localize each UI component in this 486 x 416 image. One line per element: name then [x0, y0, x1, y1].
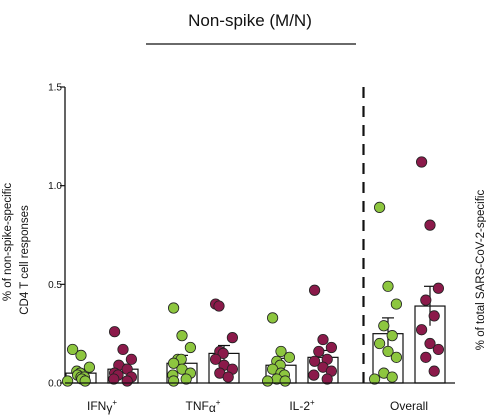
data-point-s0-c3-3	[378, 320, 390, 332]
y-axis-title-right: % of total SARS-CoV-2-specific	[475, 190, 486, 351]
y-tick-label-3: 1.5	[48, 83, 62, 94]
data-point-s0-c3-6	[382, 345, 394, 358]
plot-area: 0.0 0.5 1.0 1.5 IFNγ+ TNFα+ IL-2+ Overall	[48, 83, 455, 415]
data-point-s0-c2-2	[283, 351, 295, 363]
y-tick-label-0: 0.0	[48, 379, 62, 390]
data-point-s0-c1-0	[168, 302, 180, 314]
y-axis-title: CD4 T cell responses	[19, 205, 31, 315]
data-point-s0-c0-1	[75, 349, 87, 361]
data-point-s0-c1-1	[176, 330, 188, 342]
data-point-s0-c3-0	[373, 201, 386, 213]
data-point-s1-c0-0	[109, 326, 121, 338]
data-point-s0-c2-0	[266, 312, 279, 324]
data-point-s1-c3-8	[420, 351, 432, 363]
data-point-s1-c3-9	[428, 365, 440, 377]
data-point-s0-c2-10	[261, 375, 274, 387]
data-point-s0-c0-10	[61, 375, 74, 387]
data-point-s0-c0-9	[79, 375, 91, 387]
data-point-s1-c3-5	[415, 324, 428, 336]
data-point-s0-c1-9	[180, 373, 192, 385]
data-point-s1-c3-7	[432, 343, 444, 356]
data-point-s1-c3-6	[424, 337, 436, 350]
y-tick-label-2: 1.0	[48, 181, 62, 192]
y-tick-label-1: 0.5	[48, 280, 62, 291]
x-category-label-1: TNFα+	[186, 398, 221, 415]
data-point-s1-c2-8	[308, 369, 320, 381]
data-point-s1-c1-9	[222, 371, 234, 383]
data-point-s1-c3-4	[428, 310, 440, 322]
data-point-s0-c3-4	[386, 330, 398, 342]
data-point-s1-c2-2	[325, 341, 337, 354]
data-point-s0-c0-2	[83, 361, 96, 373]
data-point-s1-c2-9	[321, 373, 333, 385]
data-point-s1-c1-2	[226, 332, 238, 344]
x-category-label-3: Overall	[390, 399, 428, 413]
data-point-s0-c3-7	[390, 351, 402, 363]
data-point-s1-c3-0	[415, 156, 428, 168]
data-point-s1-c2-3	[313, 345, 325, 358]
data-point-s1-c2-0	[308, 284, 321, 296]
data-point-s0-c2-1	[275, 345, 287, 358]
data-point-s0-c3-5	[373, 337, 386, 350]
data-point-s1-c1-1	[213, 300, 225, 312]
data-point-s1-c3-3	[420, 294, 432, 306]
data-point-s1-c1-4	[217, 347, 229, 359]
y-axis-title-secondary: % of non-spike-specific	[2, 183, 14, 301]
data-point-s0-c1-5	[168, 357, 180, 369]
data-point-s1-c1-5	[210, 353, 222, 365]
chart-title: Non-spike (M/N)	[188, 11, 312, 30]
data-point-s0-c3-2	[390, 298, 402, 310]
data-point-s1-c2-1	[317, 333, 329, 346]
x-category-label-0: IFNγ+	[87, 398, 117, 415]
data-point-s1-c2-5	[308, 355, 321, 367]
data-point-s0-c0-0	[67, 343, 79, 356]
data-point-s1-c0-2	[125, 353, 137, 365]
data-point-s0-c1-10	[168, 375, 180, 387]
data-point-s1-c0-1	[117, 343, 129, 356]
data-point-s0-c2-9	[279, 375, 291, 387]
data-point-s0-c1-2	[184, 341, 196, 354]
data-point-s1-c0-9	[121, 375, 133, 387]
data-point-s0-c3-9	[386, 371, 398, 383]
data-point-s1-c3-2	[432, 282, 444, 294]
x-category-label-2: IL-2+	[289, 398, 315, 413]
data-point-s0-c3-10	[368, 373, 381, 385]
data-point-s1-c0-8	[108, 373, 120, 385]
data-point-s1-c3-1	[424, 219, 436, 231]
data-point-s0-c3-1	[382, 280, 394, 292]
